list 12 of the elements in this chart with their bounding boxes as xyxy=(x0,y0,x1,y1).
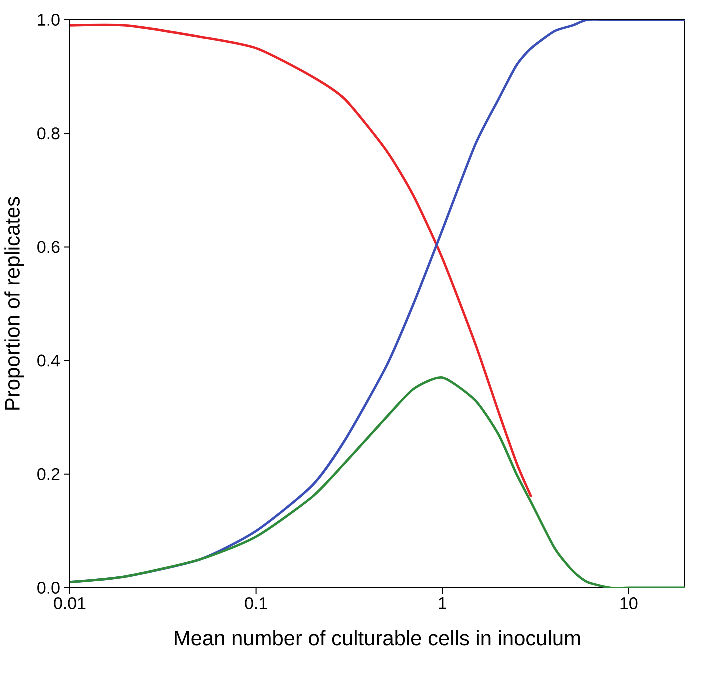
y-axis-title: Proportion of replicates xyxy=(4,197,24,410)
x-tick-label: 1 xyxy=(439,598,446,610)
y-tick-label: 1.0 xyxy=(38,14,60,26)
y-tick-label: 0.0 xyxy=(38,582,60,594)
x-tick-label: 0.01 xyxy=(54,598,86,610)
y-tick-label: 0.8 xyxy=(38,128,60,140)
x-tick-label: 10 xyxy=(620,598,638,610)
y-tick-label: 0.4 xyxy=(38,354,60,367)
y-tick-label: 0.2 xyxy=(38,468,60,480)
y-tick-label: 0.6 xyxy=(38,241,60,254)
x-axis-title: Mean number of culturable cells in inoculum xyxy=(175,630,580,646)
x-tick-label: 0.1 xyxy=(245,598,268,610)
